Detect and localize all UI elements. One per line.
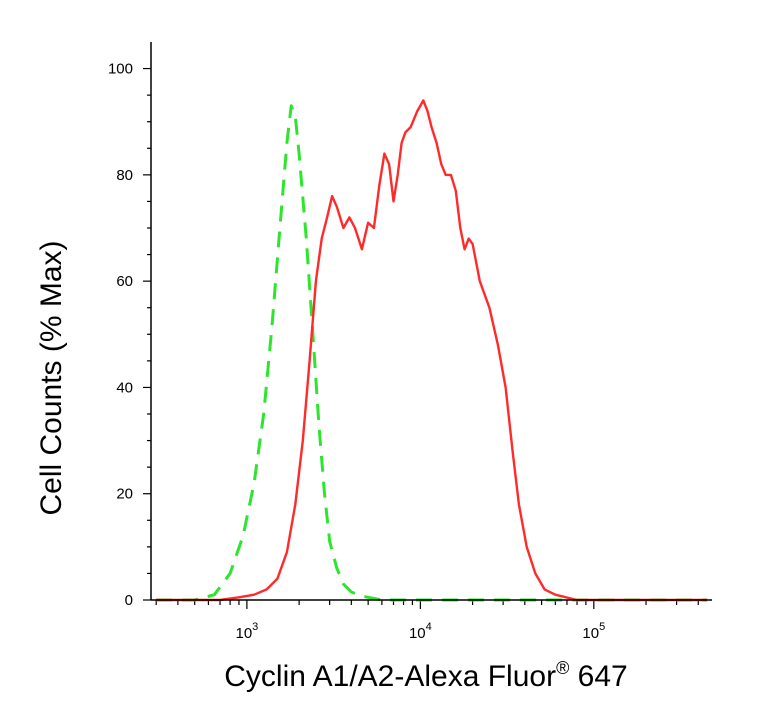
x-tick-label: 103 xyxy=(235,621,258,642)
y-tick-label: 60 xyxy=(116,273,133,290)
x-axis-title: Cyclin A1/A2-Alexa Fluor® 647 xyxy=(224,658,627,693)
y-tick-label: 40 xyxy=(116,379,133,396)
x-axis-ticks xyxy=(155,600,699,609)
x-axis-title-main: Cyclin A1/A2-Alexa Fluor xyxy=(224,660,556,693)
y-axis-ticks xyxy=(143,67,151,601)
x-axis-tick-labels: 103 104 105 xyxy=(235,621,605,642)
y-tick-label: 20 xyxy=(116,486,133,503)
y-tick-label: 100 xyxy=(108,61,133,78)
y-axis-tick-labels: 0 20 40 60 80 100 xyxy=(108,61,133,609)
x-tick-label: 105 xyxy=(582,621,605,642)
y-tick-label: 80 xyxy=(116,167,133,184)
series-layer xyxy=(156,99,708,602)
y-tick-label: 0 xyxy=(125,592,133,609)
x-tick-label: 104 xyxy=(409,621,432,642)
x-axis-title-superscript: ® xyxy=(556,658,569,678)
histogram-series-2 xyxy=(156,99,708,602)
y-axis-title: Cell Counts (% Max) xyxy=(35,240,68,515)
x-axis-title-suffix: 647 xyxy=(569,660,627,693)
histogram-series-1 xyxy=(156,104,708,602)
